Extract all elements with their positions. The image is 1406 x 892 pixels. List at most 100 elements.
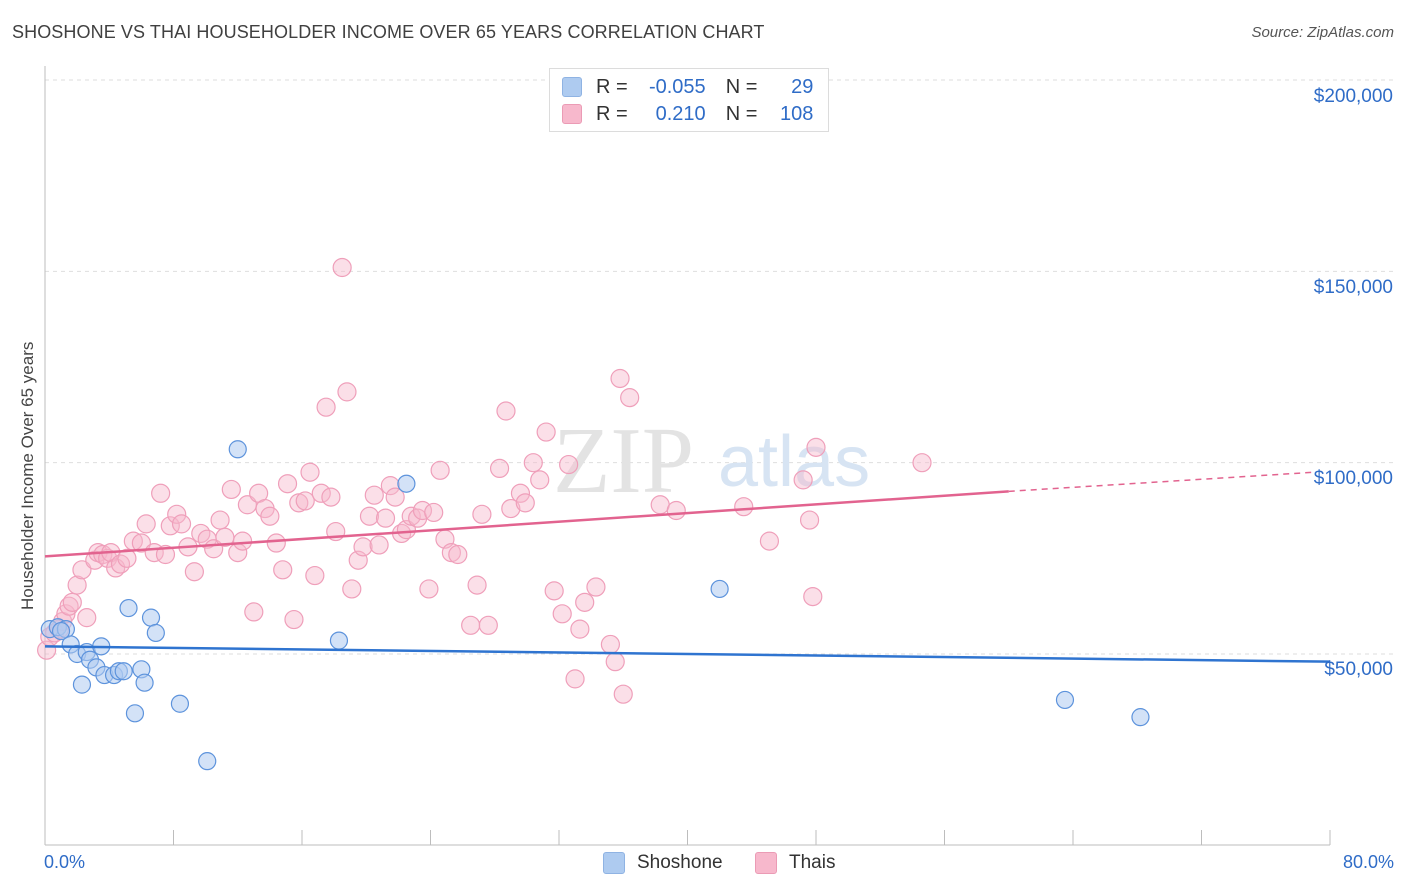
shoshone-point [1131, 708, 1150, 727]
thais-point [565, 669, 585, 689]
legend-r-label: R = [596, 75, 628, 98]
thais-point [266, 533, 286, 553]
thais-point [136, 514, 156, 534]
x-axis-max-label: 80.0% [1342, 852, 1394, 872]
thais-point [342, 579, 362, 599]
axes [44, 66, 1331, 846]
thais-point [523, 453, 543, 473]
thais-point [575, 592, 595, 612]
thais-point [284, 609, 304, 630]
watermark: ZIP atlas [553, 409, 870, 513]
legend-swatch-shoshone [603, 852, 625, 874]
legend-r-value-shoshone: -0.055 [648, 75, 706, 98]
thais-point [321, 487, 341, 507]
thais-point [448, 544, 468, 565]
thais-point [759, 531, 780, 551]
shoshone-point [141, 608, 161, 627]
thais-point [620, 388, 640, 408]
shoshone-point [170, 694, 190, 713]
thais-point [610, 368, 630, 389]
shoshone-points [40, 440, 1150, 771]
thais-point [510, 483, 531, 503]
grid-lines [45, 79, 1395, 655]
thais-point [117, 548, 137, 568]
thais-point [364, 485, 384, 505]
thais-point [734, 497, 754, 517]
thais-point [77, 608, 97, 628]
shoshone-point [135, 673, 154, 692]
legend-swatch-thais [562, 104, 582, 124]
thais-point [273, 560, 293, 580]
legend-item-thais[interactable]: Thais [755, 852, 835, 874]
thais-point [171, 514, 192, 534]
thais-point [155, 544, 176, 565]
thais-point [530, 470, 550, 490]
legend-item-shoshone[interactable]: Shoshone [603, 852, 723, 874]
correlation-legend: R = -0.055 N = 29 R = 0.210 N = 108 [549, 68, 829, 132]
thais-point [260, 506, 280, 526]
legend-swatch-shoshone [562, 77, 582, 97]
shoshone-point [146, 623, 165, 643]
thais-point [489, 458, 510, 479]
legend-label-shoshone: Shoshone [637, 852, 723, 873]
shoshone-trend-line [44, 645, 1331, 663]
legend-n-value-thais: 108 [780, 102, 814, 125]
thais-point [359, 506, 380, 526]
shoshone-point [1055, 690, 1075, 710]
shoshone-point [72, 675, 92, 694]
thais-point [605, 652, 625, 672]
chart-source: Source: ZipAtlas.com [1251, 24, 1394, 41]
thais-point [210, 510, 230, 530]
thais-point [472, 504, 492, 524]
thais-point [337, 382, 357, 402]
x-axis-min-label: 0.0% [44, 852, 86, 872]
thais-point [666, 500, 686, 521]
shoshone-point [51, 621, 71, 641]
legend-r-label: R = [596, 102, 628, 125]
thais-point [167, 504, 187, 524]
y-tick-label: $50,000 [1324, 659, 1393, 680]
shoshone-point [114, 662, 133, 681]
y-tick-label: $200,000 [1313, 86, 1393, 107]
thais-point [419, 579, 439, 599]
thais-point [184, 562, 204, 582]
thais-point [62, 592, 82, 612]
thais-trend-extension [1008, 471, 1314, 493]
shoshone-point [119, 598, 138, 618]
thais-points [37, 257, 932, 704]
y-tick-label: $150,000 [1313, 277, 1393, 298]
thais-point [793, 470, 813, 490]
thais-point [316, 397, 336, 417]
thais-point [536, 422, 556, 442]
thais-point [613, 684, 633, 704]
thais-point [232, 531, 253, 551]
shoshone-point [125, 704, 145, 723]
legend-n-label: N = [725, 75, 758, 98]
legend-label-thais: Thais [789, 852, 836, 873]
thais-point [72, 560, 92, 580]
thais-point [332, 257, 352, 278]
thais-point [559, 454, 579, 475]
thais-point [353, 537, 373, 557]
thais-trend-line [44, 490, 1009, 558]
thais-point [600, 634, 621, 655]
thais-point [806, 437, 826, 457]
shoshone-point [397, 474, 416, 493]
thais-point [515, 493, 535, 513]
thais-point [244, 602, 264, 622]
chart-title: SHOSHONE VS THAI HOUSEHOLDER INCOME OVER… [12, 22, 765, 42]
legend-r-value-thais: 0.210 [655, 102, 706, 125]
legend-n-label: N = [725, 102, 758, 125]
trend-lines [44, 471, 1331, 663]
thais-point [799, 510, 820, 530]
y-tick-label: $100,000 [1313, 468, 1393, 489]
thais-point [586, 577, 606, 597]
legend-n-value-shoshone: 29 [791, 75, 814, 98]
thais-point [311, 483, 331, 503]
shoshone-point [228, 440, 247, 459]
thais-point [131, 533, 151, 553]
thais-point [803, 586, 823, 607]
thais-point [300, 462, 320, 482]
thais-point [912, 453, 932, 473]
